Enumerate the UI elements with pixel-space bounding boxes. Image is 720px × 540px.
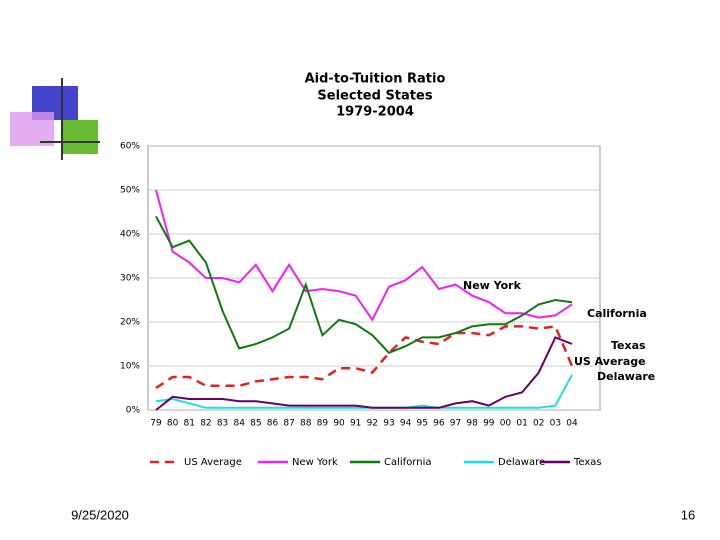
x-tick-label: 01 xyxy=(516,419,527,429)
x-tick-label: 99 xyxy=(483,419,495,429)
x-tick-label: 83 xyxy=(217,419,228,429)
x-tick-label: 88 xyxy=(300,419,312,429)
x-tick-label: 92 xyxy=(367,419,378,429)
chart-title: 1979-2004 xyxy=(336,105,414,120)
x-tick-label: 81 xyxy=(184,419,195,429)
series-line xyxy=(155,336,573,411)
page-number: 16 xyxy=(681,507,695,522)
legend-label: Texas xyxy=(573,457,602,468)
x-tick-label: 82 xyxy=(200,419,211,429)
series-line xyxy=(155,325,574,390)
legend-label: California xyxy=(384,457,432,468)
annotation: Delaware xyxy=(597,370,655,383)
y-tick-label: 30% xyxy=(120,274,140,284)
x-tick-label: 97 xyxy=(450,419,461,429)
x-tick-label: 89 xyxy=(317,419,329,429)
x-tick-label: 02 xyxy=(533,419,544,429)
x-tick-label: 04 xyxy=(566,419,578,429)
x-tick-label: 90 xyxy=(333,419,345,429)
x-tick-label: 79 xyxy=(150,419,162,429)
y-tick-label: 0% xyxy=(126,406,141,416)
x-tick-label: 80 xyxy=(167,419,179,429)
series-line xyxy=(155,374,573,409)
y-tick-label: 20% xyxy=(120,318,140,328)
y-tick-label: 50% xyxy=(120,186,140,196)
y-tick-label: 10% xyxy=(120,362,140,372)
x-tick-label: 94 xyxy=(400,419,412,429)
x-tick-label: 87 xyxy=(283,419,294,429)
chart-title: Aid-to-Tuition Ratio xyxy=(305,72,446,87)
x-tick-label: 95 xyxy=(417,419,428,429)
annotation: California xyxy=(587,307,647,320)
chart-title: Selected States xyxy=(317,89,432,104)
x-tick-label: 98 xyxy=(466,419,478,429)
x-tick-label: 96 xyxy=(433,419,445,429)
x-tick-label: 84 xyxy=(233,419,245,429)
x-tick-label: 86 xyxy=(267,419,279,429)
x-tick-label: 85 xyxy=(250,419,261,429)
y-tick-label: 60% xyxy=(120,142,140,152)
x-tick-label: 93 xyxy=(383,419,394,429)
y-tick-label: 40% xyxy=(120,230,140,240)
annotation: Texas xyxy=(611,339,646,352)
annotation: New York xyxy=(463,279,522,292)
x-tick-label: 03 xyxy=(550,419,561,429)
annotation: US Average xyxy=(574,355,646,368)
series-line xyxy=(155,215,573,354)
legend-label: New York xyxy=(292,457,338,468)
x-tick-label: 00 xyxy=(500,419,512,429)
x-tick-label: 91 xyxy=(350,419,361,429)
legend-label: US Average xyxy=(184,457,242,468)
decoration xyxy=(10,78,100,160)
footer-date: 9/25/2020 xyxy=(71,507,129,522)
legend-label: Delaware xyxy=(498,457,545,468)
series-line xyxy=(155,189,573,322)
